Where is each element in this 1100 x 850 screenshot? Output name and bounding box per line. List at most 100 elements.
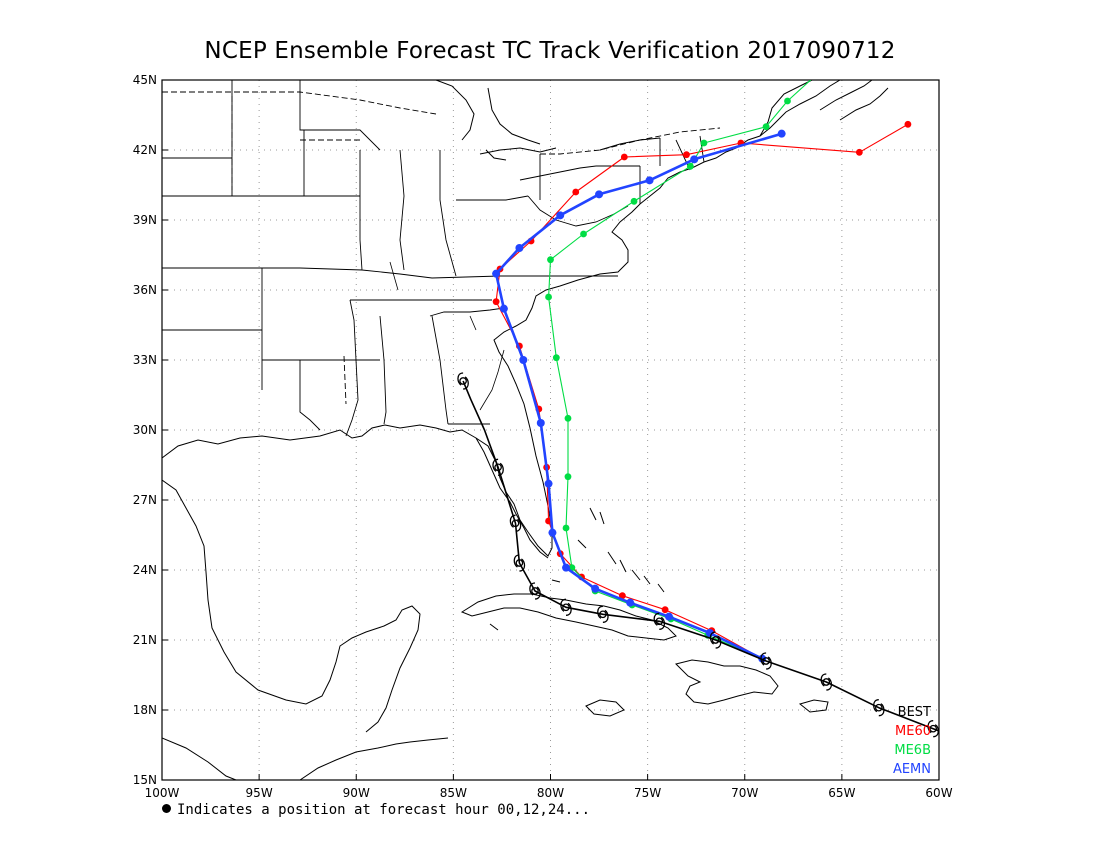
great-lakes <box>435 80 661 181</box>
forecast-position-marker <box>690 155 699 164</box>
us-state-borders <box>162 80 705 437</box>
forecast-position-marker <box>700 139 708 147</box>
hurricane-symbol-icon <box>529 582 541 600</box>
x-tick-label: 65W <box>828 786 855 800</box>
forecast-position-marker <box>552 354 560 362</box>
y-tick-label: 42N <box>133 143 157 157</box>
us-gulf-atlantic-coastline <box>162 80 841 557</box>
forecast-position-marker <box>705 629 714 637</box>
x-tick-label: 90W <box>343 786 370 800</box>
forecast-position-marker <box>618 592 626 600</box>
forecast-position-marker <box>562 524 570 532</box>
forecast-position-marker <box>784 97 791 105</box>
forecast-position-marker <box>515 244 524 252</box>
hurricane-symbol-icon <box>709 631 722 649</box>
forecast-position-marker <box>762 123 770 131</box>
forecast-position-marker <box>547 256 554 264</box>
y-tick-label: 30N <box>133 423 157 437</box>
hispaniola-outline <box>675 659 779 705</box>
x-tick-label: 100W <box>145 786 180 800</box>
hurricane-symbol-icon <box>760 652 772 670</box>
hurricane-symbol-icon <box>597 605 609 623</box>
track-line-aemn <box>494 132 783 660</box>
legend-item-me60: ME60 <box>895 724 931 739</box>
track-layer <box>457 80 939 738</box>
y-tick-label: 18N <box>133 703 157 717</box>
forecast-position-marker <box>664 612 673 621</box>
x-tick-label: 75W <box>634 786 661 800</box>
forecast-position-marker <box>544 479 553 488</box>
forecast-position-dot-icon <box>162 804 171 813</box>
forecast-position-marker <box>545 293 552 301</box>
rivers <box>389 261 505 411</box>
hurricane-symbol-icon <box>820 673 833 691</box>
forecast-position-marker <box>645 176 654 185</box>
y-tick-label: 15N <box>133 773 157 787</box>
y-tick-label: 39N <box>133 213 157 227</box>
forecast-position-marker <box>572 188 580 196</box>
forecast-position-marker <box>620 153 628 161</box>
jamaica-outline <box>585 699 625 717</box>
forecast-position-marker <box>591 584 600 593</box>
forecast-position-marker <box>904 120 912 128</box>
track-aemn <box>492 129 786 663</box>
x-tick-label: 70W <box>731 786 758 800</box>
forecast-position-marker <box>492 298 500 306</box>
forecast-position-marker <box>777 129 786 138</box>
plot-background <box>162 80 939 780</box>
y-tick-label: 21N <box>133 633 157 647</box>
forecast-position-marker <box>661 606 669 614</box>
forecast-position-marker <box>499 304 508 313</box>
forecast-position-marker <box>556 211 565 220</box>
map-title: NCEP Ensemble Forecast TC Track Verifica… <box>204 38 896 64</box>
forecast-position-marker <box>855 148 863 156</box>
forecast-position-marker <box>626 598 635 607</box>
legend-item-me6b: ME6B <box>894 743 931 758</box>
puerto-rico-outline <box>798 699 829 713</box>
legend: BEST ME60 ME6B AEMN <box>893 705 931 777</box>
y-tick-label: 27N <box>133 493 157 507</box>
hurricane-symbol-icon <box>509 514 522 532</box>
x-tick-label: 95W <box>246 786 273 800</box>
track-line-best <box>462 380 939 732</box>
forecast-position-marker <box>595 190 604 199</box>
hurricane-symbol-icon <box>560 598 572 616</box>
forecast-position-marker <box>683 151 690 159</box>
central-america-coast <box>162 737 449 780</box>
y-tick-label: 24N <box>133 563 157 577</box>
basemap <box>162 80 889 780</box>
y-tick-label: 36N <box>133 283 157 297</box>
x-tick-label: 85W <box>440 786 467 800</box>
forecast-position-marker <box>580 230 587 238</box>
hurricane-symbol-icon <box>513 554 526 572</box>
footnote-text: Indicates a position at forecast hour 00… <box>177 802 591 818</box>
forecast-position-marker <box>562 563 571 572</box>
y-tick-label: 33N <box>133 353 157 367</box>
forecast-position-marker <box>548 528 557 537</box>
forecast-position-marker <box>564 473 572 481</box>
hurricane-symbol-icon <box>457 372 469 390</box>
hurricane-symbol-icon <box>873 699 885 717</box>
axis-ticks: 100W 95W 90W 85W 80W 75W 70W 65W 60W 15N 18N 21N 24N… <box>133 73 953 800</box>
forecast-position-marker <box>564 414 572 422</box>
mexico-coastline <box>162 479 421 733</box>
florida-west-coast <box>475 437 549 559</box>
legend-item-best: BEST <box>898 705 931 720</box>
footnote: Indicates a position at forecast hour 00… <box>162 802 590 818</box>
x-tick-label: 80W <box>537 786 564 800</box>
hurricane-symbol-icon <box>653 612 666 630</box>
forecast-position-marker <box>536 419 545 427</box>
cuba-outline <box>460 593 677 641</box>
forecast-position-marker <box>519 356 528 364</box>
legend-item-aemn: AEMN <box>893 762 931 777</box>
hurricane-symbol-icon <box>492 458 504 476</box>
hurricane-symbol-icon <box>927 720 939 738</box>
y-tick-label: 45N <box>133 73 157 87</box>
forecast-position-marker <box>492 269 501 278</box>
us-canada-border <box>162 91 721 405</box>
x-tick-label: 60W <box>925 786 952 800</box>
track-best <box>457 372 939 738</box>
forecast-position-marker <box>686 162 694 170</box>
forecast-position-marker <box>630 197 638 205</box>
